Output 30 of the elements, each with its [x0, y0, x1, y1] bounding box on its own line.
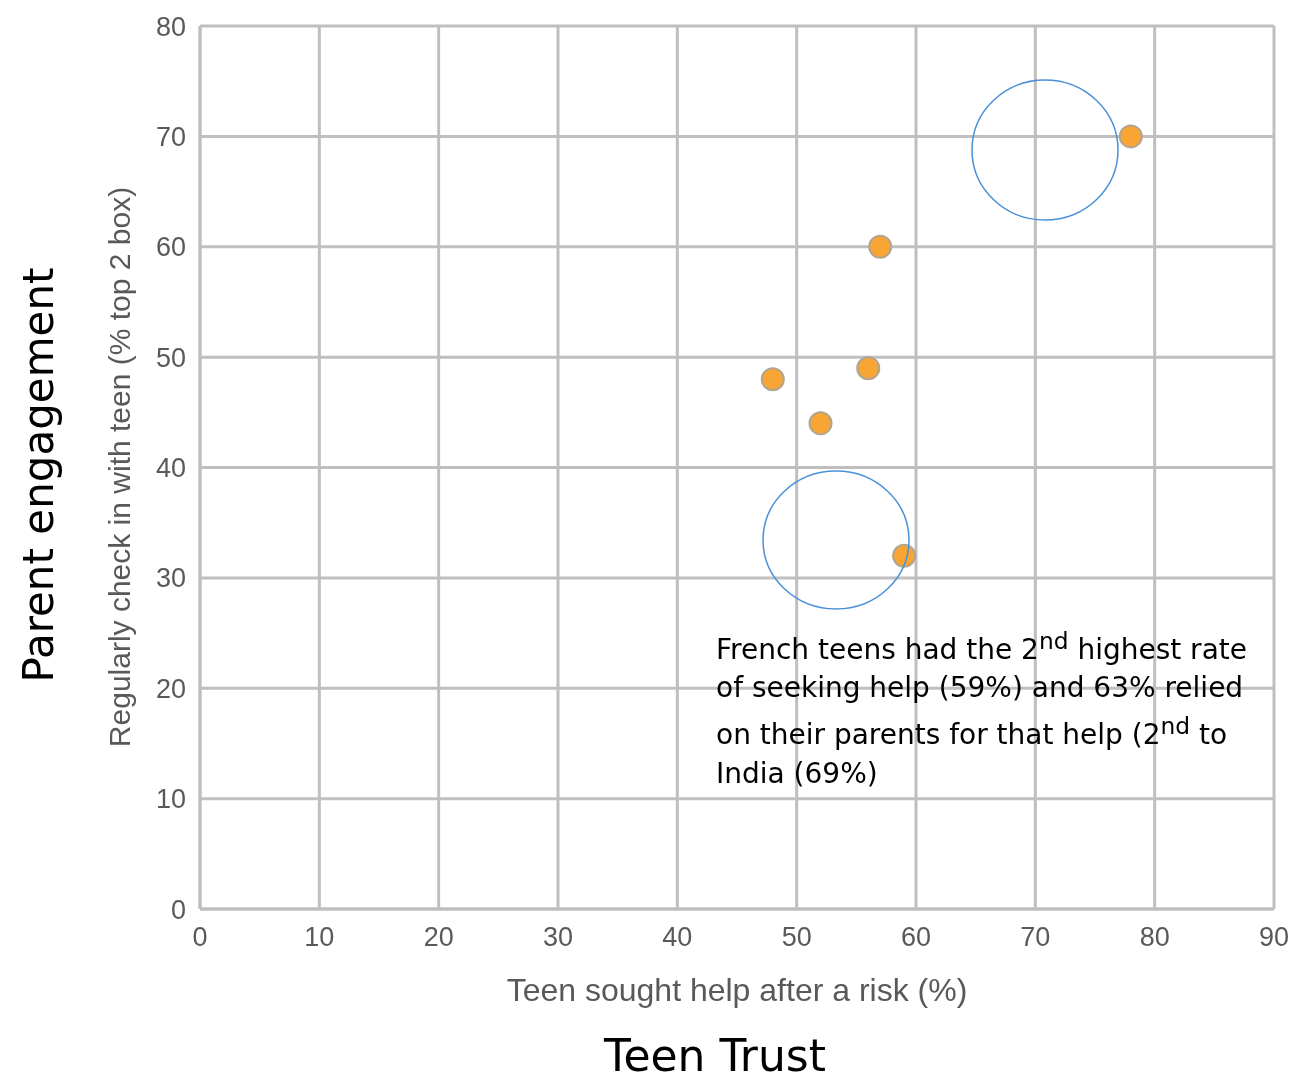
point [868, 234, 893, 259]
x-tick-label: 70 [1020, 922, 1051, 953]
text: Parent engagement [13, 267, 63, 683]
point [856, 356, 881, 381]
y-tick-label: 80 [155, 11, 186, 42]
x-tick-label: 0 [192, 922, 208, 953]
y-tick-label: 10 [155, 784, 186, 815]
point [808, 411, 833, 436]
x-tick-label: 10 [304, 922, 335, 953]
y-tick-label: 70 [155, 121, 186, 152]
y-tick-label: 0 [170, 894, 186, 925]
text: French teens had the 2$^{nd}$ highest rate of seeking help (59%) and 63% relied on their parents for that help (2$^{nd}$ to India (69%) [716, 627, 1247, 790]
x-axis-title: Teen sought help after a risk (%) [505, 972, 969, 1009]
text: Teen Trust [603, 1030, 827, 1078]
y-tick-label: 20 [155, 673, 186, 704]
x-tick-label: 40 [662, 922, 693, 953]
y-tick-label: 60 [155, 232, 186, 263]
x-tick-label: 20 [423, 922, 454, 953]
x-tick-label: 60 [900, 922, 932, 953]
y-tick-label: 50 [155, 342, 186, 373]
y-tick-label: 40 [155, 453, 186, 484]
x-tick-label: 90 [1258, 922, 1290, 953]
y-axis-title: Regularly check in with teen (% top 2 box) [103, 186, 137, 748]
x-tick-label: 50 [781, 922, 812, 953]
point [760, 367, 785, 392]
point [892, 543, 917, 568]
x-tick-label: 30 [542, 922, 574, 953]
point [1118, 124, 1143, 149]
y-tick-label: 30 [155, 563, 186, 594]
x-tick-label: 80 [1139, 922, 1170, 953]
